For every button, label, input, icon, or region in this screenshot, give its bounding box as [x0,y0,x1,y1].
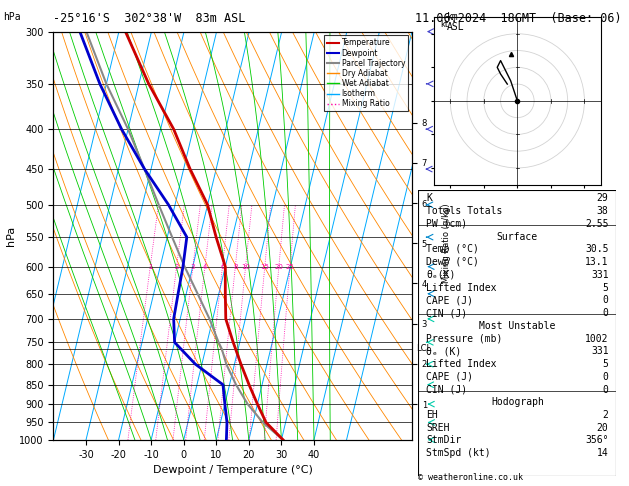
Text: Surface: Surface [497,232,538,242]
Text: 6: 6 [220,263,225,270]
Text: 2: 2 [603,410,608,420]
Y-axis label: hPa: hPa [6,226,16,246]
Text: CIN (J): CIN (J) [426,308,467,318]
Text: 20: 20 [274,263,283,270]
Text: 38: 38 [597,206,608,216]
Text: 0: 0 [603,295,608,305]
Text: Temp (°C): Temp (°C) [426,244,479,254]
Text: 1: 1 [148,263,152,270]
Text: CAPE (J): CAPE (J) [426,295,473,305]
Text: 0: 0 [603,308,608,318]
Text: 5: 5 [603,282,608,293]
Text: 20: 20 [597,423,608,433]
Text: 30.5: 30.5 [585,244,608,254]
Text: Dewp (°C): Dewp (°C) [426,257,479,267]
Text: LCL: LCL [416,345,431,353]
Text: 13.1: 13.1 [585,257,608,267]
Text: SREH: SREH [426,423,450,433]
Text: hPa: hPa [3,12,21,22]
Text: CAPE (J): CAPE (J) [426,372,473,382]
Text: Hodograph: Hodograph [491,397,544,407]
Text: Lifted Index: Lifted Index [426,282,497,293]
Text: Most Unstable: Most Unstable [479,321,555,331]
Text: EH: EH [426,410,438,420]
Text: 3: 3 [191,263,195,270]
Text: 29: 29 [597,193,608,203]
Text: 0: 0 [603,384,608,395]
Text: θₑ(K): θₑ(K) [426,270,455,280]
Text: Totals Totals: Totals Totals [426,206,503,216]
X-axis label: Dewpoint / Temperature (°C): Dewpoint / Temperature (°C) [153,465,313,475]
Text: 15: 15 [260,263,269,270]
Text: K: K [426,193,432,203]
Text: ASL: ASL [447,22,464,32]
Text: © weatheronline.co.uk: © weatheronline.co.uk [418,473,523,482]
Text: 0: 0 [603,372,608,382]
Text: Pressure (mb): Pressure (mb) [426,333,503,344]
Text: 2: 2 [174,263,179,270]
Text: 356°: 356° [585,435,608,446]
Text: 8: 8 [233,263,238,270]
Text: 4: 4 [203,263,207,270]
Text: Lifted Index: Lifted Index [426,359,497,369]
Text: 1002: 1002 [585,333,608,344]
Text: 2.55: 2.55 [585,219,608,229]
Text: 331: 331 [591,270,608,280]
Text: Mixing Ratio (g/kg): Mixing Ratio (g/kg) [442,203,451,283]
Text: StmSpd (kt): StmSpd (kt) [426,448,491,458]
Text: PW (cm): PW (cm) [426,219,467,229]
Text: 5: 5 [603,359,608,369]
Text: 14: 14 [597,448,608,458]
Text: 10: 10 [241,263,250,270]
Text: 331: 331 [591,347,608,356]
Text: km: km [447,12,459,22]
Legend: Temperature, Dewpoint, Parcel Trajectory, Dry Adiabat, Wet Adiabat, Isotherm, Mi: Temperature, Dewpoint, Parcel Trajectory… [324,35,408,111]
Text: kt: kt [440,20,448,29]
Text: StmDir: StmDir [426,435,462,446]
Text: 11.06.2024  18GMT  (Base: 06): 11.06.2024 18GMT (Base: 06) [415,12,621,25]
Text: θₑ (K): θₑ (K) [426,347,462,356]
Text: -25°16'S  302°38'W  83m ASL: -25°16'S 302°38'W 83m ASL [53,12,246,25]
Text: 25: 25 [286,263,294,270]
Text: CIN (J): CIN (J) [426,384,467,395]
